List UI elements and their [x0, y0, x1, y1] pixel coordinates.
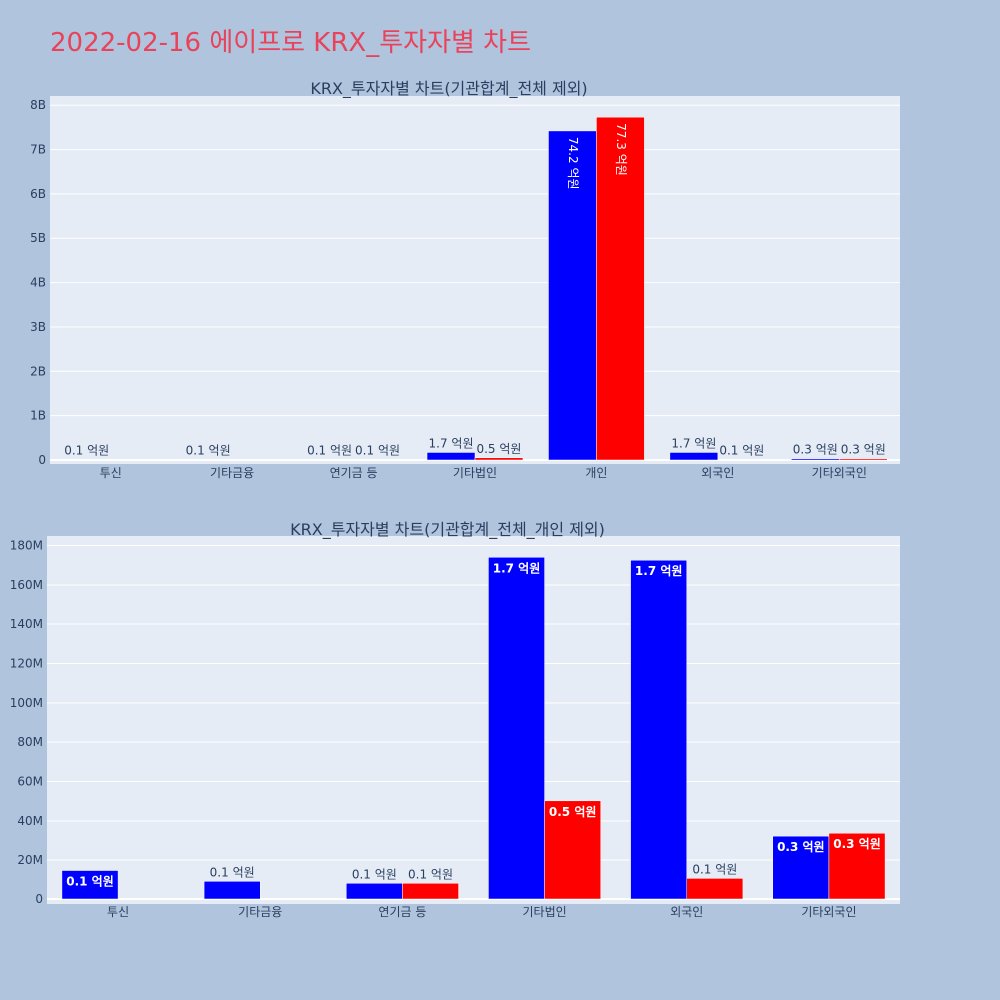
data-label: 0.3 억원 [833, 837, 881, 851]
x-tick-label: 연기금 등 [330, 466, 378, 480]
data-label: 1.7 억원 [493, 561, 541, 575]
x-tick-label: 개인 [585, 466, 607, 480]
data-label: 1.7 억원 [429, 436, 474, 450]
data-label: 0.3 억원 [777, 840, 825, 854]
x-tick-label: 투신 [107, 905, 129, 919]
x-tick-label: 기타법인 [453, 466, 497, 480]
data-label: 74.2 억원 [566, 137, 580, 190]
y-tick-label: 160M [10, 578, 43, 592]
data-label: 0.1 억원 [66, 875, 114, 889]
y-tick-label: 5B [30, 231, 46, 245]
sell-bar [839, 458, 888, 461]
y-tick-label: 0 [35, 892, 43, 906]
data-label: 1.7 억원 [635, 564, 683, 578]
y-tick-label: 7B [30, 143, 46, 157]
x-tick-label: 연기금 등 [378, 905, 426, 919]
data-label: 0.5 억원 [476, 442, 521, 456]
buy-bar [346, 883, 403, 900]
sell-bar [828, 832, 886, 900]
y-tick-label: 20M [17, 853, 43, 867]
data-label: 0.1 억원 [719, 444, 764, 458]
chart-investor-incl-individual: 0 1B 2B 3B 4B 5B 6B 7B 8B KRX_투자자별 차트(기관합계_전체 제외)… [30, 79, 900, 480]
data-label: 0.1 억원 [186, 444, 231, 458]
y-tick-label: 80M [17, 735, 43, 749]
buy-bar [203, 881, 261, 900]
chart-title: KRX_투자자별 차트(기관합계_전체_개인 제외) [290, 520, 605, 540]
sell-bar [686, 878, 744, 900]
sell-bar [474, 457, 524, 461]
x-tick-label: 기타외국인 [812, 466, 867, 480]
y-tick-label: 100M [10, 696, 43, 710]
data-label: 0.1 억원 [307, 444, 352, 458]
x-tick-label: 기타금융 [238, 905, 282, 919]
buy-bar [669, 452, 719, 461]
y-tick-label: 8B [30, 98, 46, 112]
x-tick-label: 외국인 [670, 905, 703, 919]
buy-bar [630, 559, 688, 900]
page-title: 2022-02-16 에이프로 KRX_투자자별 차트 [50, 28, 532, 58]
y-tick-label: 40M [17, 814, 43, 828]
y-tick-label: 4B [30, 276, 46, 290]
y-tick-label: 60M [17, 775, 43, 789]
sell-bar [596, 116, 645, 461]
data-label: 0.1 억원 [408, 867, 453, 881]
y-tick-label: 1B [30, 409, 46, 423]
x-tick-label: 기타외국인 [801, 905, 856, 919]
y-tick-label: 3B [30, 320, 46, 334]
sell-bar [544, 800, 601, 900]
y-tick-label: 140M [10, 617, 43, 631]
y-tick-label: 120M [10, 657, 43, 671]
data-label: 0.1 억원 [64, 444, 109, 458]
buy-bar [488, 557, 545, 900]
sell-bar [402, 883, 459, 900]
buy-bar [61, 870, 119, 900]
plot-area [50, 96, 900, 464]
data-label: 0.1 억원 [692, 862, 737, 876]
buy-bar [772, 835, 830, 900]
chart-investor-excl-individual: 0 20M 40M 60M 80M 100M 120M 140M 160M 180M KRX_투자자… [10, 520, 900, 919]
buy-bar [426, 452, 476, 461]
chart-title: KRX_투자자별 차트(기관합계_전체 제외) [310, 79, 587, 99]
data-label: 0.1 억원 [352, 867, 397, 881]
data-label: 1.7 억원 [671, 436, 716, 450]
x-tick-label: 기타금융 [210, 466, 254, 480]
y-tick-label: 6B [30, 187, 46, 201]
data-label: 0.1 억원 [355, 444, 400, 458]
data-label: 0.1 억원 [210, 865, 255, 879]
data-label: 0.3 억원 [793, 443, 838, 457]
data-label: 0.3 억원 [841, 443, 886, 457]
x-tick-label: 투신 [100, 466, 122, 480]
x-tick-label: 기타법인 [522, 905, 566, 919]
data-label: 77.3 억원 [614, 123, 628, 176]
x-tick-label: 외국인 [701, 466, 734, 480]
data-label: 0.5 억원 [549, 805, 597, 819]
y-tick-label: 0 [38, 453, 46, 467]
plot-area [47, 536, 900, 904]
y-tick-label: 2B [30, 364, 46, 378]
buy-bar [791, 458, 840, 461]
y-tick-label: 180M [10, 539, 43, 553]
